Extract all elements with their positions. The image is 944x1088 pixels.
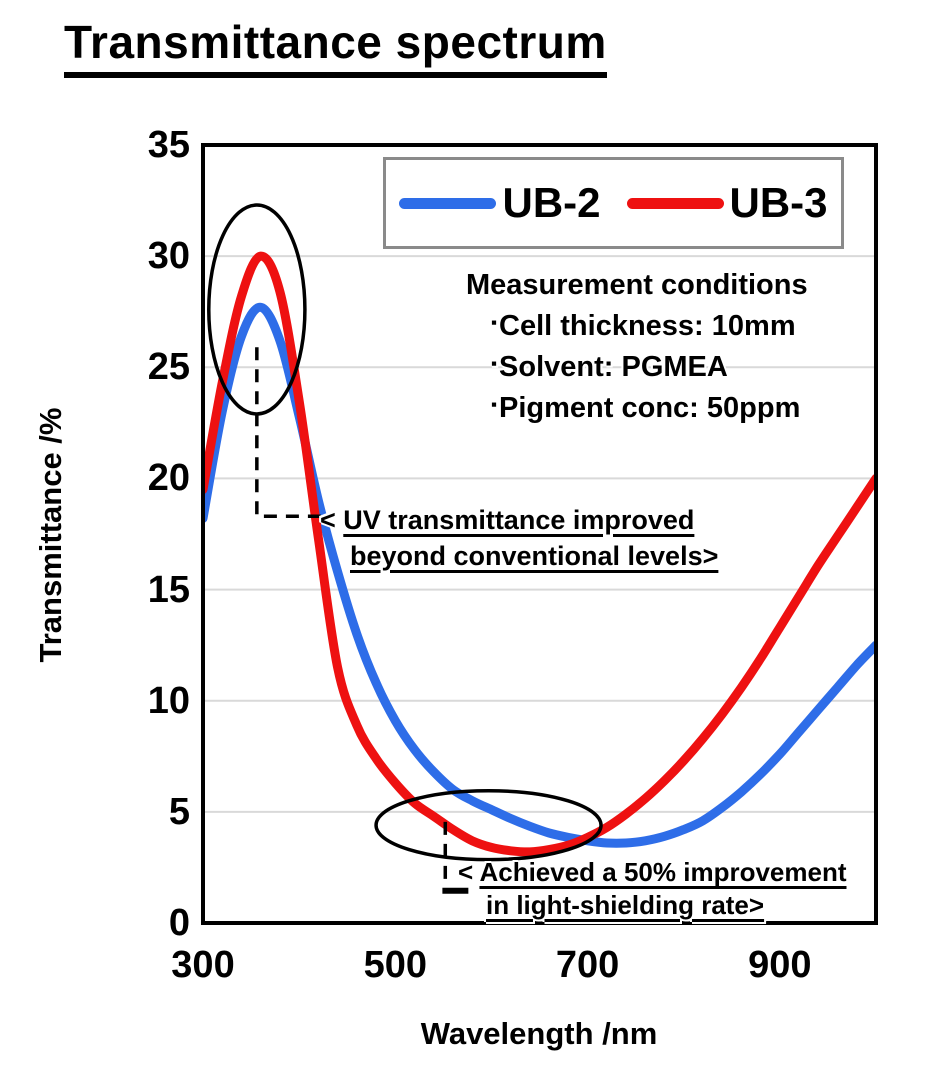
ub3-line-swatch (626, 197, 724, 209)
plot-border (201, 143, 878, 925)
uv-annotation: < UV transmittance improved beyond conve… (320, 505, 719, 571)
shielding-min-highlight-ellipse (374, 788, 603, 862)
legend: UB-2 UB-3 (383, 157, 844, 249)
y-tick-label: 5 (168, 790, 190, 833)
y-axis-label: Transmittance /% (33, 407, 68, 663)
y-tick-label: 25 (147, 346, 190, 389)
legend-item-ub2: UB-2 (399, 179, 601, 226)
y-tick-label: 0 (168, 902, 190, 944)
ub2-line-swatch (399, 197, 497, 209)
x-tick-label: 300 (171, 944, 235, 986)
dashed-connector-0 (255, 347, 336, 518)
y-tick-label: 30 (147, 235, 190, 278)
x-tick-label: 700 (555, 944, 620, 986)
curve-ub-3 (203, 251, 876, 857)
bullet-icon: ▪ (491, 354, 498, 373)
condition-cell-thickness: ▪Cell thickness: 10mm (491, 310, 796, 342)
legend-item-ub3: UB-3 (626, 179, 828, 226)
y-tick-label: 20 (147, 457, 190, 500)
conditions-heading: Measurement conditions (466, 269, 808, 301)
shielding-annotation: < Achieved a 50% improvement in light-sh… (458, 857, 847, 920)
x-tick-label: 500 (363, 944, 427, 986)
y-tick-label: 10 (147, 679, 190, 722)
y-tick-label: 15 (147, 568, 190, 611)
page-title: Transmittance spectrum (64, 16, 607, 78)
y-tick-label: 35 (147, 124, 190, 166)
bullet-icon: ▪ (491, 313, 498, 332)
x-tick-label: 900 (748, 944, 812, 986)
bullet-icon: ▪ (491, 395, 498, 414)
condition-solvent: ▪Solvent: PGMEA (491, 351, 728, 383)
condition-pigment-conc: ▪Pigment conc: 50ppm (491, 392, 801, 424)
legend-label-ub2: UB-2 (502, 179, 601, 226)
x-axis-label: Wavelength /nm (420, 1016, 658, 1051)
legend-label-ub3: UB-3 (729, 179, 828, 226)
measurement-conditions: Measurement conditions ▪Cell thickness: … (466, 266, 808, 427)
